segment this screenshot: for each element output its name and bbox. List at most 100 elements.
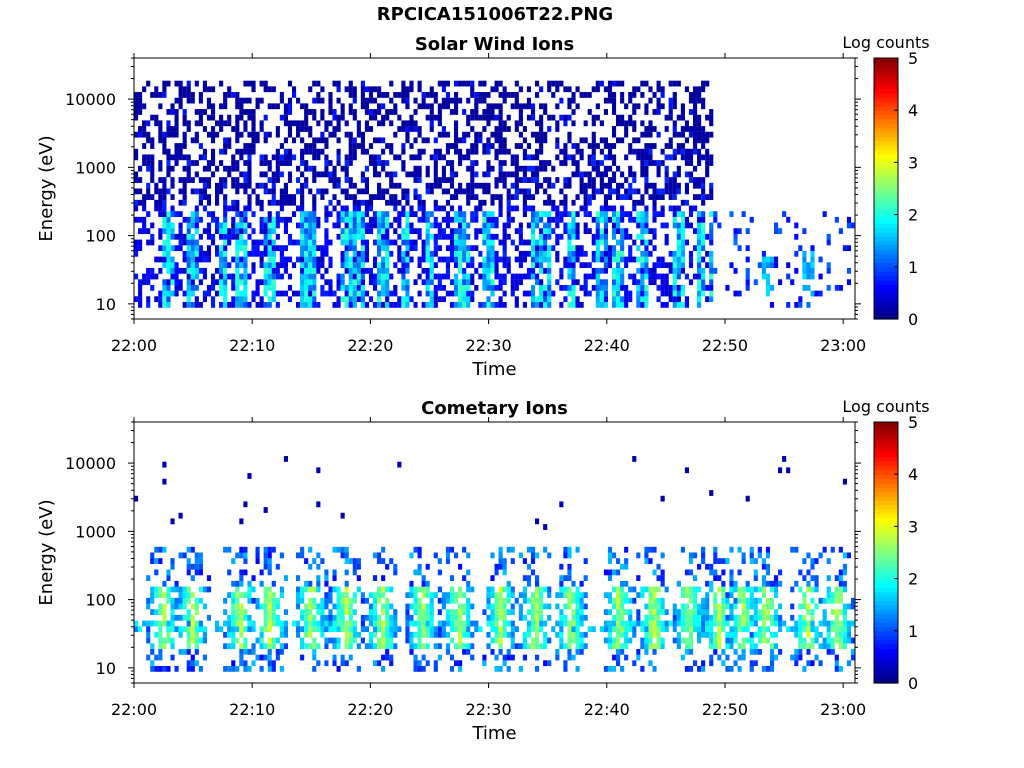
heatmap-cell <box>425 222 430 229</box>
heatmap-cell <box>559 97 564 104</box>
heatmap-cell <box>474 103 479 110</box>
heatmap-cell <box>648 148 653 155</box>
heatmap-cell <box>514 182 519 189</box>
heatmap-cell <box>178 552 183 559</box>
heatmap-cell <box>644 256 649 263</box>
heatmap-cell <box>231 165 236 172</box>
heatmap-cell <box>146 194 151 200</box>
heatmap-cell <box>223 273 228 280</box>
heatmap-cell <box>611 620 617 627</box>
heatmap-cell <box>174 245 179 252</box>
heatmap-cell <box>243 665 248 672</box>
heatmap-cell <box>453 216 459 223</box>
heatmap-cell <box>530 177 536 183</box>
heatmap-cell <box>510 637 515 644</box>
heatmap-cell <box>405 250 410 257</box>
heatmap-cell <box>304 631 309 638</box>
heatmap-cell <box>765 563 771 570</box>
heatmap-cell <box>146 654 151 661</box>
heatmap-cell <box>336 626 341 633</box>
heatmap-cell <box>466 80 471 87</box>
heatmap-cell <box>377 92 382 98</box>
heatmap-cell <box>219 262 224 269</box>
heatmap-cell <box>352 592 357 599</box>
heatmap-cell <box>389 80 394 87</box>
heatmap-cell <box>134 273 139 280</box>
heatmap-cell <box>389 239 394 246</box>
heatmap-cell <box>202 228 207 235</box>
heatmap-cell <box>223 216 228 223</box>
heatmap-cell <box>453 284 459 291</box>
heatmap-cell <box>636 296 641 303</box>
heatmap-cell <box>235 126 240 132</box>
heatmap-cell <box>348 273 353 280</box>
heatmap-cell <box>401 80 406 87</box>
heatmap-cell <box>692 205 698 212</box>
heatmap-cell <box>372 603 378 610</box>
heatmap-cell <box>697 631 702 638</box>
heatmap-cell <box>445 188 451 195</box>
heatmap-cell <box>223 177 228 183</box>
heatmap-cell <box>219 148 224 155</box>
heatmap-cell <box>377 660 382 667</box>
heatmap-cell <box>267 211 272 217</box>
heatmap-cell <box>579 250 584 257</box>
heatmap-cell <box>798 586 803 593</box>
heatmap-cell <box>182 114 187 121</box>
heatmap-cell <box>247 148 252 155</box>
heatmap-cell <box>547 250 552 257</box>
heatmap-cell <box>433 171 438 178</box>
heatmap-cell <box>377 273 382 280</box>
heatmap-cell <box>134 188 139 195</box>
heatmap-cell <box>324 137 329 144</box>
heatmap-cell <box>210 109 216 115</box>
heatmap-cell <box>769 654 775 661</box>
heatmap-cell <box>239 131 244 138</box>
heatmap-cell <box>798 301 803 308</box>
heatmap-cell <box>595 103 600 110</box>
heatmap-cell <box>551 80 556 87</box>
heatmap-cell <box>599 233 604 240</box>
heatmap-cell <box>652 126 657 132</box>
heatmap-cell <box>312 148 317 155</box>
heatmap-cell <box>259 120 264 127</box>
heatmap-cell <box>672 626 677 633</box>
heatmap-cell <box>583 171 588 178</box>
heatmap-cell <box>518 614 523 621</box>
heatmap-cell <box>660 569 665 576</box>
heatmap-cell <box>834 637 839 644</box>
heatmap-cell <box>640 620 645 627</box>
heatmap-cell <box>709 250 714 257</box>
heatmap-cell <box>668 182 673 189</box>
heatmap-cell <box>628 216 633 223</box>
heatmap-cell <box>721 569 726 576</box>
heatmap-cell <box>826 597 831 604</box>
heatmap-cell <box>134 177 139 183</box>
heatmap-cell <box>648 603 653 610</box>
heatmap-cell <box>372 211 378 217</box>
heatmap-cell <box>223 92 228 98</box>
heatmap-cell <box>680 267 685 274</box>
heatmap-cell <box>486 233 491 240</box>
heatmap-cell <box>421 575 426 581</box>
heatmap-cell <box>142 216 147 223</box>
heatmap-cell <box>636 575 641 581</box>
heatmap-cell <box>210 301 216 308</box>
heatmap-cell <box>308 290 313 297</box>
heatmap-cell <box>271 222 276 229</box>
heatmap-cell <box>235 205 240 212</box>
heatmap-cell <box>235 279 240 286</box>
heatmap-cell <box>603 290 608 297</box>
heatmap-cell <box>607 177 613 183</box>
heatmap-cell <box>409 592 414 599</box>
heatmap-cell <box>397 222 402 229</box>
heatmap-cell <box>709 211 714 217</box>
heatmap-cell <box>385 631 390 638</box>
heatmap-cell <box>158 256 163 263</box>
heatmap-cell <box>304 586 309 593</box>
heatmap-cell <box>757 262 762 269</box>
heatmap-cell <box>676 245 681 252</box>
heatmap-cell <box>769 660 775 667</box>
heatmap-cell <box>502 279 507 286</box>
heatmap-cell <box>498 160 503 166</box>
